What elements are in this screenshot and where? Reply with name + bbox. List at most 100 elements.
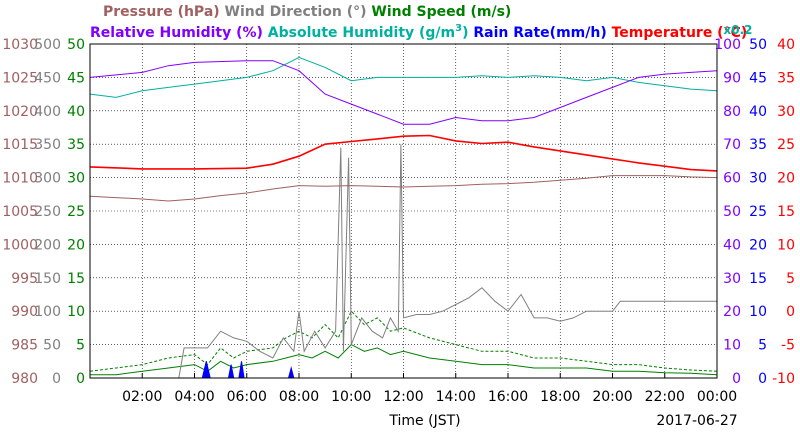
y-tick-label-pressure: 1020 <box>2 104 38 120</box>
y-tick-label-temperature: 0 <box>786 304 795 320</box>
y-tick-label-rain-rate: 35 <box>749 137 767 153</box>
y-tick-label-wind-direction: 450 <box>34 70 61 86</box>
y-tick-label-wind-direction: 0 <box>52 371 61 387</box>
x-tick-label: 14:00 <box>436 389 476 405</box>
y-tick-label-temperature: 25 <box>777 137 795 153</box>
y-tick-label-pressure: 990 <box>11 304 38 320</box>
x-tick-label: 00:00 <box>697 389 737 405</box>
y-tick-label-relative-humidity: 70 <box>723 137 741 153</box>
y-tick-label-relative-humidity: 80 <box>723 104 741 120</box>
y-tick-label-rain-rate: 20 <box>749 237 767 253</box>
x-tick-label: 16:00 <box>488 389 528 405</box>
y-tick-label-pressure: 995 <box>11 271 38 287</box>
legend-entry: Wind Speed (m/s) <box>367 4 512 20</box>
y-tick-label-wind-speed: 45 <box>67 70 85 86</box>
series-pressure-hpa <box>89 175 718 202</box>
y-tick-label-rain-rate: 25 <box>749 204 767 220</box>
y-tick-label-rain-rate: 40 <box>749 104 767 120</box>
y-tick-label-wind-speed: 30 <box>67 171 85 187</box>
y-tick-label-wind-direction: 150 <box>34 271 61 287</box>
series-absolute-humidity-g-m3-x0-2 <box>89 56 718 98</box>
series-wind-speed-m-s <box>90 343 718 376</box>
y-tick-label-relative-humidity: 90 <box>723 70 741 86</box>
y-tick-label-wind-direction: 200 <box>34 237 61 253</box>
y-tick-label-temperature: -5 <box>781 338 795 354</box>
y-tick-label-temperature: 10 <box>777 237 795 253</box>
y-tick-label-wind-direction: 50 <box>43 338 61 354</box>
legend-entry: Temperature (°C) <box>607 25 748 41</box>
y-tick-label-wind-speed: 0 <box>76 371 85 387</box>
series-layer <box>89 56 718 379</box>
y-tick-label-relative-humidity: 20 <box>723 304 741 320</box>
legend-row: Relative Humidity (%) Absolute Humidity … <box>90 23 747 41</box>
y-tick-label-temperature: 30 <box>777 104 795 120</box>
y-tick-label-wind-speed: 35 <box>67 137 85 153</box>
y-tick-label-relative-humidity: 10 <box>723 338 741 354</box>
y-tick-label-wind-direction: 500 <box>34 37 61 53</box>
date-label: 2017-06-27 <box>656 413 737 429</box>
legend-superscript: 3 <box>455 23 462 34</box>
plot-border <box>89 43 718 379</box>
y-tick-label-relative-humidity: 60 <box>723 171 741 187</box>
y-tick-label-wind-speed: 10 <box>67 304 85 320</box>
y-tick-label-wind-direction: 350 <box>34 137 61 153</box>
y-tick-label-temperature: 15 <box>777 204 795 220</box>
x-tick-label: 20:00 <box>592 389 632 405</box>
plot-frame <box>89 43 718 379</box>
y-tick-label-wind-direction: 300 <box>34 171 61 187</box>
y-tick-label-wind-direction: 400 <box>34 104 61 120</box>
legend-entry: Pressure (hPa) <box>103 4 220 20</box>
y-tick-label-pressure: 1005 <box>2 204 38 220</box>
series-temperature-c <box>89 134 718 172</box>
y-tick-label-wind-speed: 50 <box>67 37 85 53</box>
y-tick-label-rain-rate: 30 <box>749 171 767 187</box>
y-tick-label-relative-humidity: 50 <box>723 204 741 220</box>
y-tick-label-wind-direction: 250 <box>34 204 61 220</box>
legend-entry: Relative Humidity (%) <box>90 25 263 41</box>
legend-entry: Wind Direction (°) <box>220 4 367 20</box>
y-tick-label-relative-humidity: 0 <box>732 371 741 387</box>
abs-humidity-scale-label: x0.2 <box>724 23 753 37</box>
y-tick-label-wind-direction: 100 <box>34 304 61 320</box>
y-tick-label-rain-rate: 45 <box>749 70 767 86</box>
y-tick-label-relative-humidity: 100 <box>714 37 741 53</box>
x-tick-label: 10:00 <box>331 389 371 405</box>
series-relative-humidity <box>89 60 718 125</box>
y-tick-label-temperature: 40 <box>777 37 795 53</box>
y-tick-label-temperature: 20 <box>777 171 795 187</box>
legend-entry-tail: ) <box>462 25 468 41</box>
y-tick-label-relative-humidity: 40 <box>723 237 741 253</box>
x-tick-label: 02:00 <box>122 389 162 405</box>
x-tick-label: 18:00 <box>540 389 580 405</box>
x-tick-label: 12:00 <box>383 389 423 405</box>
y-tick-label-pressure: 1015 <box>2 137 38 153</box>
legend-entry: Absolute Humidity (g/m <box>263 25 455 41</box>
y-tick-label-pressure: 1030 <box>2 37 38 53</box>
y-tick-label-rain-rate: 5 <box>758 338 767 354</box>
y-tick-label-rain-rate: 10 <box>749 304 767 320</box>
y-tick-label-temperature: 5 <box>786 271 795 287</box>
legend: Pressure (hPa) Wind Direction (°) Wind S… <box>90 4 747 41</box>
y-tick-label-wind-speed: 20 <box>67 237 85 253</box>
y-tick-label-pressure: 985 <box>11 338 38 354</box>
y-tick-label-wind-speed: 15 <box>67 271 85 287</box>
y-tick-label-pressure: 1000 <box>2 237 38 253</box>
y-tick-label-wind-speed: 5 <box>76 338 85 354</box>
series-wind-speed-gust <box>89 310 718 372</box>
x-tick-label: 04:00 <box>174 389 214 405</box>
x-tick-label: 22:00 <box>645 389 685 405</box>
grid <box>90 44 717 378</box>
x-axis-label: Time (JST) <box>388 413 460 429</box>
y-tick-label-pressure: 980 <box>11 371 38 387</box>
y-tick-label-wind-speed: 40 <box>67 104 85 120</box>
y-tick-label-wind-speed: 25 <box>67 204 85 220</box>
y-tick-label-pressure: 1025 <box>2 70 38 86</box>
y-tick-label-rain-rate: 50 <box>749 37 767 53</box>
y-tick-label-rain-rate: 0 <box>758 371 767 387</box>
y-tick-label-temperature: -10 <box>772 371 795 387</box>
y-tick-label-temperature: 35 <box>777 70 795 86</box>
series-wind-direction <box>90 144 717 379</box>
legend-entry: Rain Rate(mm/h) <box>469 25 607 41</box>
y-tick-label-pressure: 1010 <box>2 171 38 187</box>
legend-row: Pressure (hPa) Wind Direction (°) Wind S… <box>103 4 511 20</box>
